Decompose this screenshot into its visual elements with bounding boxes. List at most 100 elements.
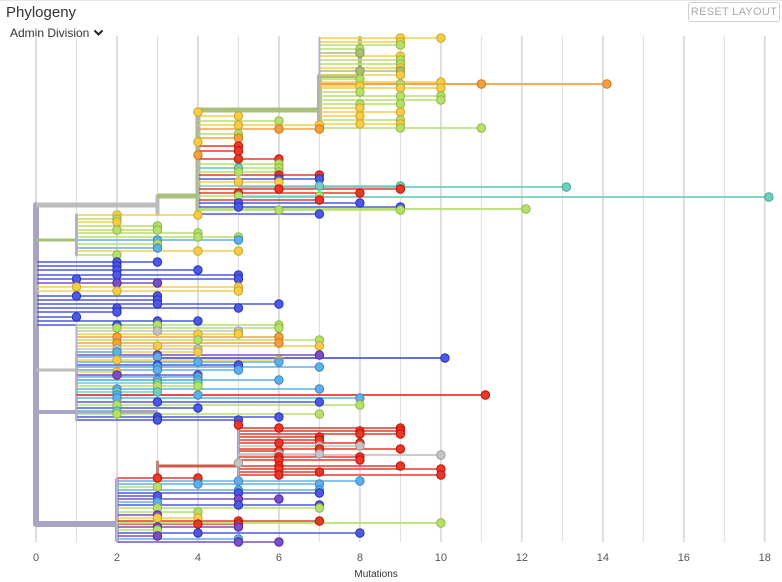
tip-node[interactable] xyxy=(395,70,406,80)
tip-node[interactable] xyxy=(476,79,487,89)
tip-node[interactable] xyxy=(233,167,244,177)
tip-node[interactable] xyxy=(193,357,203,367)
tip-node[interactable] xyxy=(233,274,244,284)
tip-node[interactable] xyxy=(274,299,284,309)
tip-node[interactable] xyxy=(314,124,325,134)
tip-node[interactable] xyxy=(436,95,446,105)
tip-node[interactable] xyxy=(355,87,365,97)
tip-node[interactable] xyxy=(436,518,446,528)
tip-node[interactable] xyxy=(314,397,325,407)
tip-node[interactable] xyxy=(440,353,450,363)
tip-node[interactable] xyxy=(152,243,163,253)
tip-node[interactable] xyxy=(193,390,203,400)
tip-node[interactable] xyxy=(395,123,406,133)
tip-node[interactable] xyxy=(152,397,163,407)
tip-node[interactable] xyxy=(274,470,284,480)
tip-node[interactable] xyxy=(152,257,163,267)
tip-node[interactable] xyxy=(152,387,163,397)
tip-node[interactable] xyxy=(395,205,406,215)
tip-node[interactable] xyxy=(314,209,325,219)
tip-node[interactable] xyxy=(274,116,284,126)
tip-node[interactable] xyxy=(152,341,163,351)
tip-node[interactable] xyxy=(480,390,491,400)
tip-node[interactable] xyxy=(355,103,365,113)
tip-node[interactable] xyxy=(602,79,612,89)
tip-node[interactable] xyxy=(314,181,325,191)
tip-node[interactable] xyxy=(436,470,446,480)
tip-node[interactable] xyxy=(314,467,325,477)
tip-node[interactable] xyxy=(152,278,163,288)
tip-node[interactable] xyxy=(233,146,244,156)
tip-node[interactable] xyxy=(233,120,244,130)
tip-node[interactable] xyxy=(314,384,325,394)
tip-node[interactable] xyxy=(395,429,406,439)
color-by-dropdown[interactable]: Admin Division xyxy=(10,26,104,40)
tip-node[interactable] xyxy=(355,441,365,451)
tip-node[interactable] xyxy=(193,403,203,413)
tip-node[interactable] xyxy=(193,335,203,345)
tip-node[interactable] xyxy=(193,137,203,147)
tip-node[interactable] xyxy=(314,341,325,351)
tip-node[interactable] xyxy=(233,458,244,468)
tip-node[interactable] xyxy=(314,350,325,360)
tip-node[interactable] xyxy=(193,528,203,538)
tip-node[interactable] xyxy=(112,323,122,333)
tip-node[interactable] xyxy=(314,449,325,459)
tip-node[interactable] xyxy=(395,444,406,454)
tip-node[interactable] xyxy=(274,323,284,333)
tip-node[interactable] xyxy=(395,461,406,471)
tip-node[interactable] xyxy=(314,409,325,419)
tree-tips[interactable] xyxy=(71,33,774,547)
tip-node[interactable] xyxy=(152,225,163,235)
tip-node[interactable] xyxy=(395,184,406,194)
tip-node[interactable] xyxy=(233,365,244,375)
tip-node[interactable] xyxy=(436,83,446,93)
tip-node[interactable] xyxy=(233,246,244,256)
tip-node[interactable] xyxy=(233,537,244,547)
tip-node[interactable] xyxy=(233,133,244,143)
tip-node[interactable] xyxy=(193,519,203,529)
tip-node[interactable] xyxy=(193,479,203,489)
tip-node[interactable] xyxy=(233,286,244,296)
tip-node[interactable] xyxy=(314,362,325,372)
tip-node[interactable] xyxy=(395,99,406,109)
chevron-down-icon[interactable] xyxy=(93,26,104,40)
tip-node[interactable] xyxy=(355,455,365,465)
tip-node[interactable] xyxy=(355,119,365,129)
tip-node[interactable] xyxy=(152,482,163,492)
tip-node[interactable] xyxy=(193,210,203,220)
tip-node[interactable] xyxy=(436,33,446,43)
tip-node[interactable] xyxy=(193,150,203,160)
tip-node[interactable] xyxy=(112,355,122,365)
tip-node[interactable] xyxy=(71,274,82,284)
tip-node[interactable] xyxy=(355,48,365,58)
tip-node[interactable] xyxy=(112,307,122,317)
tip-node[interactable] xyxy=(274,423,284,433)
tip-node[interactable] xyxy=(112,270,122,280)
tip-node[interactable] xyxy=(193,232,203,242)
tip-node[interactable] xyxy=(71,312,82,322)
tip-node[interactable] xyxy=(764,192,774,202)
tip-node[interactable] xyxy=(233,154,244,164)
tip-node[interactable] xyxy=(233,177,244,187)
tip-node[interactable] xyxy=(395,91,406,101)
tip-node[interactable] xyxy=(152,415,163,425)
tip-node[interactable] xyxy=(233,329,244,339)
tip-node[interactable] xyxy=(355,400,365,410)
tip-node[interactable] xyxy=(274,205,284,215)
tip-node[interactable] xyxy=(112,370,122,380)
tip-node[interactable] xyxy=(112,217,122,227)
tip-node[interactable] xyxy=(274,357,284,367)
tip-node[interactable] xyxy=(152,513,163,523)
tip-node[interactable] xyxy=(355,198,365,208)
tip-node[interactable] xyxy=(193,381,203,391)
tip-node[interactable] xyxy=(274,537,284,547)
tip-node[interactable] xyxy=(152,531,163,541)
tip-node[interactable] xyxy=(395,107,406,117)
tip-node[interactable] xyxy=(233,202,244,212)
tip-node[interactable] xyxy=(152,365,163,375)
tip-node[interactable] xyxy=(314,195,325,205)
tip-node[interactable] xyxy=(112,347,122,357)
tip-node[interactable] xyxy=(71,291,82,301)
tip-node[interactable] xyxy=(233,476,244,486)
